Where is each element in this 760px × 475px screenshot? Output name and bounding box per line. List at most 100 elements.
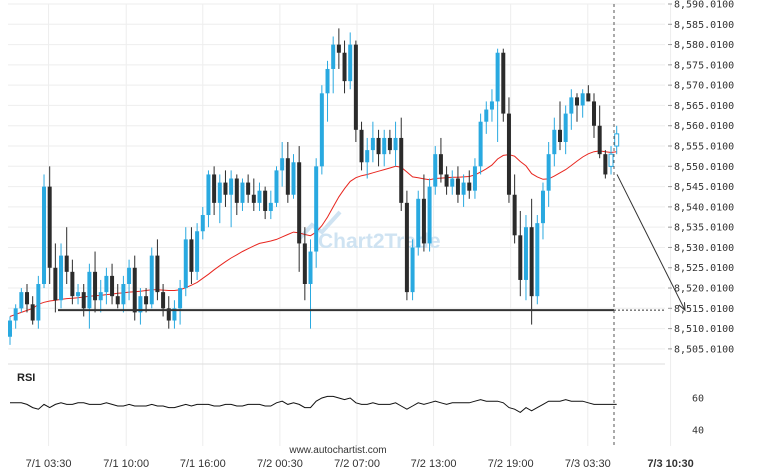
y-axis-tick-label: 8,545.0100 (674, 182, 734, 193)
y-axis-tick-label: 8,540.0100 (674, 202, 734, 213)
y-axis-tick-label: 8,505.0100 (674, 344, 734, 355)
candle (342, 40, 347, 94)
candle-body (325, 68, 330, 94)
candle-body (557, 129, 562, 142)
candle-body (206, 174, 211, 216)
candle-body (280, 158, 285, 171)
candle (144, 288, 149, 313)
candle (540, 182, 545, 240)
candle (76, 284, 81, 305)
candle-body (586, 93, 591, 102)
y-axis: 8,590.0100 8,585.0100 8,580.0100 8,575.0100… (668, 0, 734, 355)
candle-body (404, 202, 409, 293)
candle (608, 146, 614, 175)
candle-body (546, 154, 551, 191)
candle (166, 296, 171, 329)
candle-body (127, 267, 132, 285)
candle-body (478, 121, 483, 167)
candle-body (138, 296, 143, 313)
candle-body (427, 186, 432, 244)
y-axis-tick-label: 8,575.0100 (674, 60, 734, 71)
candle-body (461, 182, 466, 195)
candle (285, 141, 290, 203)
candle-body (87, 271, 92, 309)
y-axis-tick-label: 8,525.0100 (674, 263, 734, 274)
x-axis: 7/1 03:30 7/1 10:00 7/1 16:00 7/2 00:30 7/2 … (26, 458, 694, 470)
candle-body (336, 44, 341, 53)
candle-body (416, 198, 421, 248)
candle (472, 158, 477, 199)
candle (501, 48, 506, 122)
projection-arrow (616, 174, 686, 312)
candle (421, 174, 426, 252)
candle-body (42, 186, 47, 285)
projection-arrow-line (616, 174, 686, 311)
candle-body (98, 292, 103, 301)
candle (370, 121, 375, 163)
candle-body (30, 304, 35, 321)
candle (506, 97, 511, 203)
rsi-line (10, 395, 617, 414)
watermark-text: Chart2Trade (318, 230, 441, 253)
candle (47, 166, 52, 285)
candle (263, 186, 268, 220)
candle (427, 178, 432, 252)
candle-body (8, 320, 12, 337)
candle (399, 117, 404, 211)
candle (19, 288, 24, 313)
candle-body (331, 44, 336, 69)
candle (81, 284, 86, 317)
candle-body (421, 198, 426, 244)
candle-body (251, 194, 256, 203)
x-axis-tick-label: 7/2 00:30 (257, 458, 303, 470)
candle (603, 150, 608, 179)
candle (110, 263, 115, 305)
candle (200, 206, 205, 240)
candle-body (575, 97, 579, 106)
rsi-label: RSI (17, 372, 35, 384)
candle (155, 239, 160, 301)
candle-body (53, 267, 58, 301)
candle (552, 117, 557, 167)
candle-body (19, 292, 24, 309)
y-axis-tick-label: 8,565.0100 (674, 101, 734, 112)
candle-body (189, 239, 194, 272)
candle-body (552, 129, 557, 155)
candle-body (433, 154, 438, 187)
candle-body (319, 93, 324, 167)
candle (36, 275, 41, 329)
candle (376, 129, 381, 167)
candle (563, 105, 568, 155)
candle (297, 146, 302, 272)
candle-body (132, 267, 137, 313)
candle-body (104, 275, 109, 293)
x-axis-tick-label: 7/3 10:30 (647, 458, 693, 470)
candle (444, 166, 449, 195)
candle (25, 284, 30, 313)
rsi-tick-label: 40 (692, 426, 704, 437)
candle-body (410, 247, 415, 293)
candle (206, 170, 211, 228)
candle (331, 36, 336, 94)
y-axis-tick-label: 8,550.0100 (674, 162, 734, 173)
candle-body (489, 101, 494, 110)
candle (234, 174, 239, 216)
y-axis-tick-label: 8,570.0100 (674, 81, 734, 92)
candle-body (393, 137, 398, 151)
candle (535, 215, 540, 305)
candle-body (342, 52, 347, 82)
candle-body (212, 174, 217, 203)
candle (467, 170, 472, 199)
candle (410, 239, 415, 301)
candle-body (569, 97, 574, 114)
candle (98, 279, 103, 313)
candle-body (93, 271, 98, 301)
candle-body (172, 308, 177, 321)
candle-body (183, 239, 188, 289)
candle (523, 215, 528, 301)
candle (404, 190, 409, 301)
candle-body (382, 137, 387, 155)
candle-body (308, 251, 313, 285)
candle (121, 275, 126, 313)
